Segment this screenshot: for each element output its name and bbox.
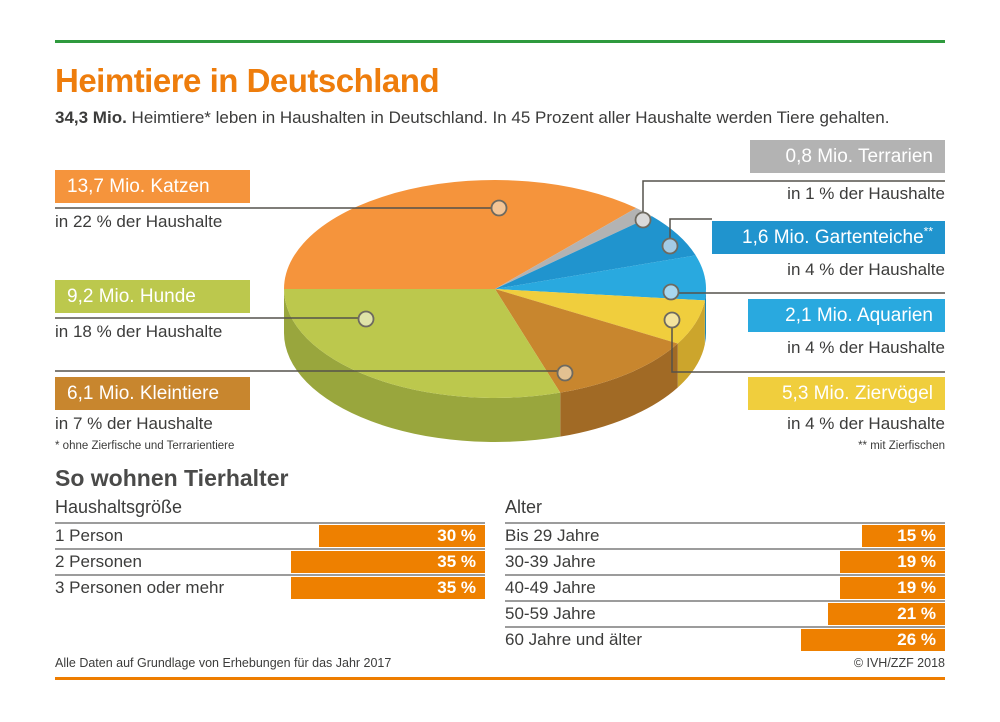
pie-label-text-gartenteiche: 1,6 Mio. Gartenteiche xyxy=(742,227,924,248)
row-label: 2 Personen xyxy=(55,552,142,571)
row-bar: 35 % xyxy=(290,551,485,573)
pie-label-box-katzen: 13,7 Mio. Katzen xyxy=(55,170,250,203)
pie-label-box-kleintiere: 6,1 Mio. Kleintiere xyxy=(55,377,250,410)
bottom-orange-rule xyxy=(55,677,945,680)
table-title-haushaltsgroesse: Haushaltsgröße xyxy=(55,494,485,524)
pie-slice-kleintiere xyxy=(495,289,678,393)
table-row-40-49-jahre: 40-49 Jahre 19 % xyxy=(505,576,945,602)
row-label: 1 Person xyxy=(55,526,124,545)
footnote-single-asterisk: * ohne Zierfische und Terrarientiere xyxy=(55,440,235,452)
pie-label-box-hunde: 9,2 Mio. Hunde xyxy=(55,280,250,313)
footer-source: Alle Daten auf Grundlage von Erhebungen … xyxy=(55,656,392,670)
row-bar: 30 % xyxy=(318,525,485,547)
callout-dot-hunde xyxy=(357,310,375,328)
footer-copyright: © IVH/ZZF 2018 xyxy=(853,656,945,670)
pie-slice-gartenteiche xyxy=(495,216,696,289)
pie-side-kleintiere xyxy=(560,343,678,437)
subtitle-bold-figure: 34,3 Mio. xyxy=(55,108,127,127)
row-label: 50-59 Jahre xyxy=(505,604,596,623)
row-label: 3 Personen oder mehr xyxy=(55,578,225,597)
row-bar: 19 % xyxy=(839,551,945,573)
page-title: Heimtiere in Deutschland xyxy=(55,62,440,99)
callout-dot-terrarien xyxy=(634,211,652,229)
row-bar: 35 % xyxy=(290,577,485,599)
table-row-50-59-jahre: 50-59 Jahre 21 % xyxy=(505,602,945,628)
page-subtitle: 34,3 Mio. Heimtiere* leben in Haushalten… xyxy=(55,108,889,128)
pie-label-sub-kleintiere: in 7 % der Haushalte xyxy=(55,414,213,433)
pie-label-text-ziervogel: 5,3 Mio. Ziervögel xyxy=(781,383,933,404)
callout-dot-katzen xyxy=(490,199,508,217)
pie-label-sub-terrarien: in 1 % der Haushalte xyxy=(787,184,945,203)
pie-slice-katzen xyxy=(284,179,637,289)
pie-label-text-hunde: 9,2 Mio. Hunde xyxy=(67,286,196,307)
table-row-bis-29-jahre: Bis 29 Jahre 15 % xyxy=(505,524,945,550)
callout-line-terrarien xyxy=(642,180,945,220)
row-bar: 21 % xyxy=(828,603,945,625)
table-row-1-person: 1 Person 30 % xyxy=(55,524,485,550)
pie-label-text-aquarien: 2,1 Mio. Aquarien xyxy=(785,305,933,326)
pie-label-box-aquarien: 2,1 Mio. Aquarien xyxy=(748,299,945,332)
pie-label-box-terrarien: 0,8 Mio. Terrarien xyxy=(750,140,945,173)
pie-side-hunde xyxy=(284,289,561,442)
pie-label-sub-ziervogel: in 4 % der Haushalte xyxy=(787,414,945,433)
callout-line-ziervogel xyxy=(671,320,945,373)
footnote-double-asterisk: ** mit Zierfischen xyxy=(858,440,945,452)
row-label: 40-49 Jahre xyxy=(505,578,596,597)
pie-label-text-kleintiere: 6,1 Mio. Kleintiere xyxy=(67,383,220,404)
pie-label-sub-hunde: in 18 % der Haushalte xyxy=(55,322,223,341)
callout-line-gartenteiche xyxy=(669,218,712,246)
callout-dot-kleintiere xyxy=(556,364,574,382)
bar-table-haushaltsgroesse: Haushaltsgröße 1 Person 30 % 2 Personen 35 … xyxy=(55,494,485,600)
pie-label-text-terrarien: 0,8 Mio. Terrarien xyxy=(785,146,934,167)
table-rows-haushaltsgroesse: 1 Person 30 % 2 Personen 35 % 3 Personen ode… xyxy=(55,524,485,600)
table-title-alter: Alter xyxy=(505,494,945,524)
top-green-rule xyxy=(55,40,945,43)
row-label: 30-39 Jahre xyxy=(505,552,596,571)
bar-table-alter: Alter Bis 29 Jahre 15 % 30-39 Jahre 19 % 40-… xyxy=(505,494,945,652)
pie-side-aquarien xyxy=(704,289,706,345)
pie-label-sub-gartenteiche: in 4 % der Haushalte xyxy=(787,260,945,279)
callout-dot-ziervogel xyxy=(663,311,681,329)
pie-side-ziervogel xyxy=(677,300,705,388)
pie-slice-ziervogel xyxy=(495,289,705,344)
row-bar: 26 % xyxy=(800,629,945,651)
pie-label-text-katzen: 13,7 Mio. Katzen xyxy=(67,176,210,197)
pie-label-sup-gartenteiche: ** xyxy=(923,224,933,239)
row-label: Bis 29 Jahre xyxy=(505,526,600,545)
pie-label-box-gartenteiche: 1,6 Mio. Gartenteiche** xyxy=(712,221,945,254)
callout-dot-aquarien xyxy=(662,283,680,301)
subtitle-text: Heimtiere* leben in Haushalten in Deutsc… xyxy=(126,108,890,127)
pie-label-sub-katzen: in 22 % der Haushalte xyxy=(55,212,223,231)
section-heading: So wohnen Tierhalter xyxy=(55,465,289,491)
row-bar: 15 % xyxy=(861,525,945,547)
table-row-30-39-jahre: 30-39 Jahre 19 % xyxy=(505,550,945,576)
pie-slice-aquarien xyxy=(495,255,707,301)
row-label: 60 Jahre und älter xyxy=(505,630,643,649)
table-row-2-personen: 2 Personen 35 % xyxy=(55,550,485,576)
callout-dot-gartenteiche xyxy=(661,237,679,255)
table-rows-alter: Bis 29 Jahre 15 % 30-39 Jahre 19 % 40-49 Jah… xyxy=(505,524,945,652)
table-row-60-jahre-und-alter: 60 Jahre und älter 26 % xyxy=(505,628,945,652)
pie-label-sub-aquarien: in 4 % der Haushalte xyxy=(787,338,945,357)
pie-label-box-ziervogel: 5,3 Mio. Ziervögel xyxy=(748,377,945,410)
row-bar: 19 % xyxy=(839,577,945,599)
pie-slice-terrarien xyxy=(495,207,652,289)
table-row-3-personen-oder-mehr: 3 Personen oder mehr 35 % xyxy=(55,576,485,600)
